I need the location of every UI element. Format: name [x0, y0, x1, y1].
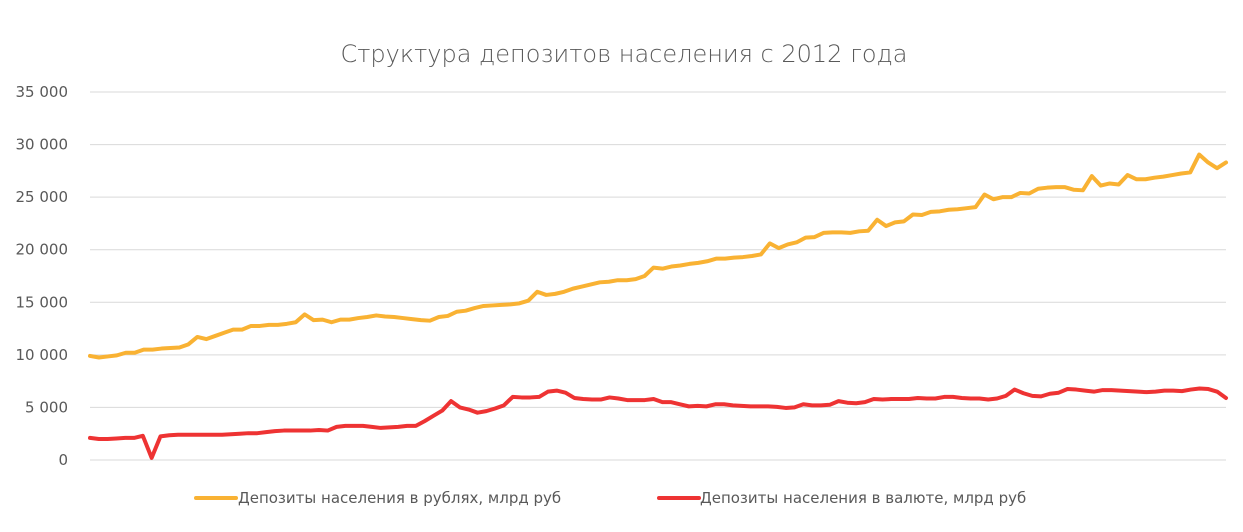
gridlines [90, 91, 1226, 461]
series-line-rub [88, 152, 1228, 360]
legend-label-fx: Депозиты населения в валюте, млрд руб [700, 489, 1026, 507]
legend: Депозиты населения в рублях, млрд руб Де… [194, 489, 1026, 507]
y-tick-label: 20 000 [16, 241, 69, 259]
y-tick-label: 5 000 [25, 398, 68, 416]
chart-title: Структура депозитов населения с 2012 год… [340, 40, 907, 68]
y-tick-label: 15 000 [16, 293, 69, 311]
y-tick-label: 0 [58, 451, 68, 469]
series-lines [88, 152, 1228, 460]
legend-label-rub: Депозиты населения в рублях, млрд руб [238, 489, 561, 507]
y-tick-label: 10 000 [16, 346, 69, 364]
y-tick-label: 25 000 [16, 188, 69, 206]
y-tick-label: 35 000 [16, 83, 69, 101]
y-tick-label: 30 000 [16, 136, 69, 154]
series-line-fx [88, 386, 1228, 460]
y-axis-tick-labels: 0 5 000 10 000 15 000 20 000 25 000 30 000 35 0… [16, 83, 69, 469]
